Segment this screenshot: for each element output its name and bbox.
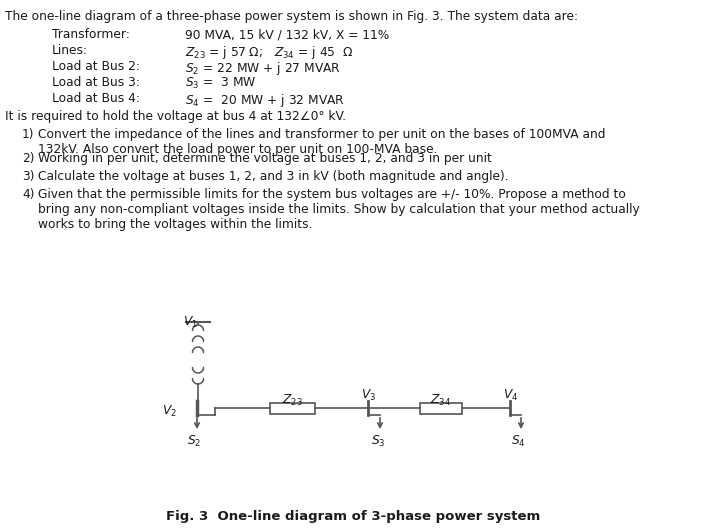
Text: 4): 4) [22, 188, 35, 201]
Text: It is required to hold the voltage at bus 4 at 132∠0° kV.: It is required to hold the voltage at bu… [5, 110, 346, 123]
Text: $S_2$ = 22 MW + j 27 MVAR: $S_2$ = 22 MW + j 27 MVAR [185, 60, 341, 77]
Text: 1): 1) [22, 128, 35, 141]
Text: Load at Bus 3:: Load at Bus 3: [52, 76, 140, 89]
Text: The one-line diagram of a three-phase power system is shown in Fig. 3. The syste: The one-line diagram of a three-phase po… [5, 10, 578, 23]
Text: Load at Bus 4:: Load at Bus 4: [52, 92, 140, 105]
Text: Lines:: Lines: [52, 44, 88, 57]
Text: Given that the permissible limits for the system bus voltages are +/- 10%. Propo: Given that the permissible limits for th… [38, 188, 640, 231]
Text: $Z_{23}$: $Z_{23}$ [282, 393, 302, 408]
Text: $S_2$: $S_2$ [187, 434, 201, 449]
Text: $S_3$: $S_3$ [371, 434, 385, 449]
Text: $V_1$: $V_1$ [183, 315, 198, 330]
Text: $V_2$: $V_2$ [162, 404, 176, 419]
Text: 90 MVA, 15 kV / 132 kV, X = 11%: 90 MVA, 15 kV / 132 kV, X = 11% [185, 28, 389, 41]
Bar [270, 402, 315, 414]
Text: $S_4$ =  20 MW + j 32 MVAR: $S_4$ = 20 MW + j 32 MVAR [185, 92, 345, 109]
Text: 2): 2) [22, 152, 35, 165]
Text: Load at Bus 2:: Load at Bus 2: [52, 60, 140, 73]
Text: Fig. 3  One-line diagram of 3-phase power system: Fig. 3 One-line diagram of 3-phase power… [166, 510, 540, 523]
Text: $S_4$: $S_4$ [511, 434, 526, 449]
Text: $Z_{23}$ = j 57 Ω;   $Z_{34}$ = j 45  Ω: $Z_{23}$ = j 57 Ω; $Z_{34}$ = j 45 Ω [185, 44, 354, 61]
Bar [420, 402, 462, 414]
Text: $Z_{34}$: $Z_{34}$ [431, 393, 452, 408]
Text: Calculate the voltage at buses 1, 2, and 3 in kV (both magnitude and angle).: Calculate the voltage at buses 1, 2, and… [38, 170, 508, 183]
Text: 3): 3) [22, 170, 35, 183]
Text: Convert the impedance of the lines and transformer to per unit on the bases of 1: Convert the impedance of the lines and t… [38, 128, 606, 156]
Text: $S_3$ =  3 MW: $S_3$ = 3 MW [185, 76, 256, 91]
Text: $V_4$: $V_4$ [503, 388, 518, 403]
Text: Working in per unit, determine the voltage at buses 1, 2, and 3 in per unit: Working in per unit, determine the volta… [38, 152, 492, 165]
Text: Transformer:: Transformer: [52, 28, 130, 41]
Text: $V_3$: $V_3$ [361, 388, 376, 403]
